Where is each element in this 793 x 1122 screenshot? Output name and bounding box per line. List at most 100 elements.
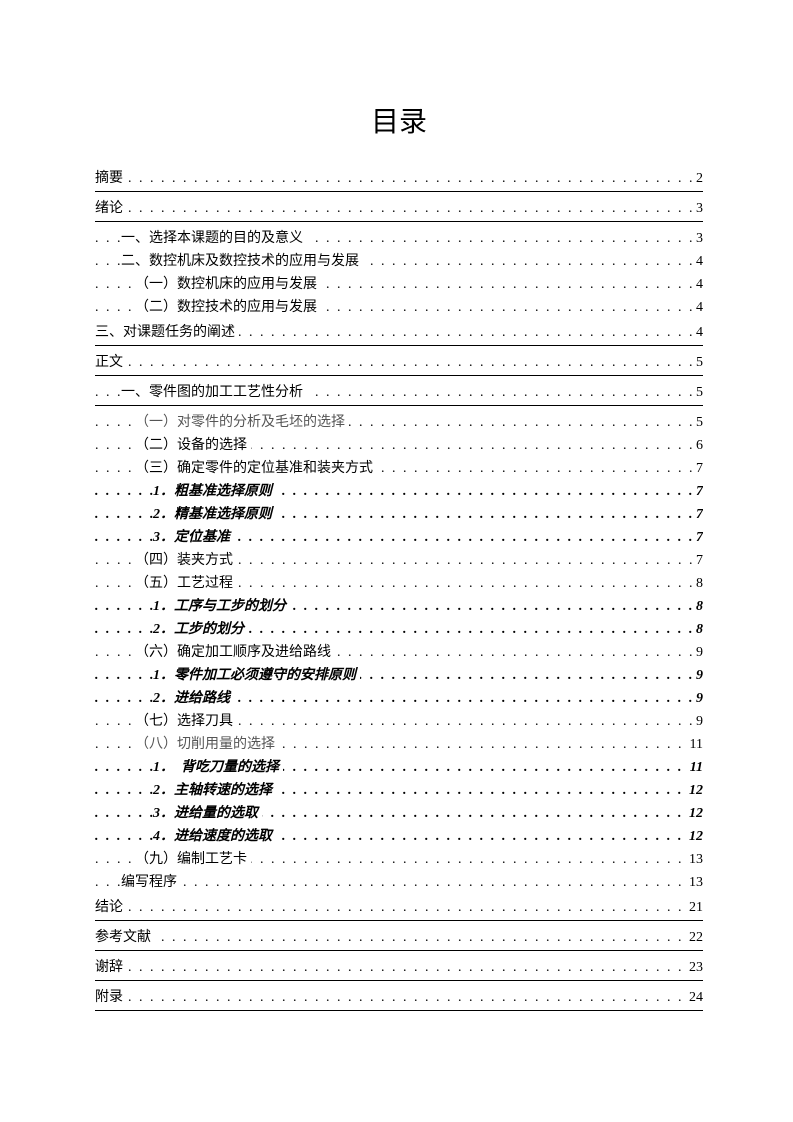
toc-entry: . . . . . . . . . . . . . . . . . . . . … xyxy=(95,642,703,663)
toc-page-number: 7 xyxy=(692,550,703,571)
toc-entry: . . . . . . . . . . . . . . . . . . . . … xyxy=(95,322,703,346)
toc-label: 2．进给路线 xyxy=(153,691,234,706)
toc-label: （一）数控机床的应用与发展 xyxy=(135,277,321,292)
toc-page-number: 12 xyxy=(685,826,703,847)
toc-entry: . . . . . . . . . . . . . . . . . . . . … xyxy=(95,481,703,502)
toc-label: （四）装夹方式 xyxy=(135,553,237,568)
toc-entry: . . . . . . . . . . . . . . . . . . . . … xyxy=(95,297,703,318)
toc-page-number: 9 xyxy=(692,642,703,663)
toc-entry: . . . . . . . . . . . . . . . . . . . . … xyxy=(95,504,703,525)
toc-entry: . . . . . . . . . . . . . . . . . . . . … xyxy=(95,803,703,824)
toc-page-number: 9 xyxy=(692,688,703,709)
toc-page-number: 23 xyxy=(685,957,703,978)
toc-page-number: 7 xyxy=(692,481,703,502)
toc-page-number: 9 xyxy=(692,665,703,686)
toc-leader: . . . . . . . . . . . . . . . . . . . . … xyxy=(95,168,703,189)
toc-label: 2．主轴转速的选择 xyxy=(153,783,276,798)
toc-page-number: 2 xyxy=(692,168,703,189)
toc-leader: . . . . . . . . . . . . . . . . . . . . … xyxy=(95,198,703,219)
toc-page-number: 3 xyxy=(692,228,703,249)
toc-page-number: 7 xyxy=(692,527,703,548)
toc-label: 1．工序与工步的划分 xyxy=(153,599,290,614)
toc-entry: . . . . . . . . . . . . . . . . . . . . … xyxy=(95,987,703,1011)
toc-page-number: 7 xyxy=(692,504,703,525)
toc-entry: . . . . . . . . . . . . . . . . . . . . … xyxy=(95,251,703,272)
toc-label: 4．进给速度的选取 xyxy=(153,829,276,844)
toc-entry: . . . . . . . . . . . . . . . . . . . . … xyxy=(95,458,703,479)
toc-label: （六）确定加工顺序及进给路线 xyxy=(135,645,335,660)
toc-entry: . . . . . . . . . . . . . . . . . . . . … xyxy=(95,957,703,981)
toc-label: 参考文献 xyxy=(95,930,155,945)
toc-label: 3．进给量的选取 xyxy=(153,806,262,821)
toc-page-number: 4 xyxy=(692,297,703,318)
toc-label: 3．定位基准 xyxy=(153,530,234,545)
toc-entry: . . . . . . . . . . . . . . . . . . . . … xyxy=(95,757,703,778)
toc-entry: . . . . . . . . . . . . . . . . . . . . … xyxy=(95,382,703,406)
toc-entry: . . . . . . . . . . . . . . . . . . . . … xyxy=(95,550,703,571)
toc-page-number: 3 xyxy=(692,198,703,219)
toc-entry: . . . . . . . . . . . . . . . . . . . . … xyxy=(95,927,703,951)
toc-entry: . . . . . . . . . . . . . . . . . . . . … xyxy=(95,897,703,921)
toc-entry: . . . . . . . . . . . . . . . . . . . . … xyxy=(95,352,703,376)
toc-page-number: 9 xyxy=(692,711,703,732)
toc-entry: . . . . . . . . . . . . . . . . . . . . … xyxy=(95,826,703,847)
toc-label: 2．工步的划分 xyxy=(153,622,248,637)
toc-label: （八）切削用量的选择 xyxy=(135,737,279,752)
toc-leader: . . . . . . . . . . . . . . . . . . . . … xyxy=(95,352,703,373)
toc-leader: . . . . . . . . . . . . . . . . . . . . … xyxy=(95,927,703,948)
toc-entry: . . . . . . . . . . . . . . . . . . . . … xyxy=(95,274,703,295)
toc-entry: . . . . . . . . . . . . . . . . . . . . … xyxy=(95,780,703,801)
toc-page-number: 7 xyxy=(692,458,703,479)
toc-page-number: 8 xyxy=(692,619,703,640)
toc-page-number: 4 xyxy=(692,251,703,272)
toc-entry: . . . . . . . . . . . . . . . . . . . . … xyxy=(95,665,703,686)
toc-body: . . . . . . . . . . . . . . . . . . . . … xyxy=(95,168,703,1011)
toc-page-number: 12 xyxy=(685,803,703,824)
toc-entry: . . . . . . . . . . . . . . . . . . . . … xyxy=(95,412,703,433)
toc-label: 一、零件图的加工工艺性分析 xyxy=(121,385,307,400)
toc-page-number: 6 xyxy=(692,435,703,456)
toc-label: 绪论 xyxy=(95,201,127,216)
toc-label: 谢辞 xyxy=(95,960,127,975)
toc-page-number: 11 xyxy=(686,757,703,778)
toc-label: 附录 xyxy=(95,990,127,1005)
toc-label: 2．精基准选择原则 xyxy=(153,507,276,522)
toc-label: （七）选择刀具 xyxy=(135,714,237,729)
toc-entry: . . . . . . . . . . . . . . . . . . . . … xyxy=(95,168,703,192)
toc-entry: . . . . . . . . . . . . . . . . . . . . … xyxy=(95,527,703,548)
toc-label: 正文 xyxy=(95,355,127,370)
toc-leader: . . . . . . . . . . . . . . . . . . . . … xyxy=(95,897,703,918)
toc-label: 1． 背吃刀量的选择 xyxy=(153,760,283,775)
toc-entry: . . . . . . . . . . . . . . . . . . . . … xyxy=(95,619,703,640)
toc-label: （三）确定零件的定位基准和装夹方式 xyxy=(135,461,377,476)
toc-page-number: 4 xyxy=(692,274,703,295)
toc-label: （九）编制工艺卡 xyxy=(135,852,251,867)
toc-page-number: 4 xyxy=(692,322,703,343)
toc-label: （一）对零件的分析及毛坯的选择 xyxy=(135,415,349,430)
toc-page-number: 11 xyxy=(686,734,703,755)
toc-entry: . . . . . . . . . . . . . . . . . . . . … xyxy=(95,688,703,709)
toc-entry: . . . . . . . . . . . . . . . . . . . . … xyxy=(95,596,703,617)
toc-leader: . . . . . . . . . . . . . . . . . . . . … xyxy=(95,987,703,1008)
toc-label: 编写程序 xyxy=(121,875,181,890)
toc-page-number: 13 xyxy=(685,849,703,870)
toc-label: （二）设备的选择 xyxy=(135,438,251,453)
toc-page-number: 5 xyxy=(692,382,703,403)
toc-page-number: 12 xyxy=(685,780,703,801)
toc-label: 1．零件加工必须遵守的安排原则 xyxy=(153,668,360,683)
toc-entry: . . . . . . . . . . . . . . . . . . . . … xyxy=(95,872,703,893)
toc-entry: . . . . . . . . . . . . . . . . . . . . … xyxy=(95,228,703,249)
toc-label: 1．粗基准选择原则 xyxy=(153,484,276,499)
toc-entry: . . . . . . . . . . . . . . . . . . . . … xyxy=(95,711,703,732)
toc-label: 一、选择本课题的目的及意义 xyxy=(121,231,307,246)
toc-label: 三、对课题任务的阐述 xyxy=(95,325,239,340)
page-container: 目录 . . . . . . . . . . . . . . . . . . .… xyxy=(0,0,793,1077)
toc-page-number: 24 xyxy=(685,987,703,1008)
toc-entry: . . . . . . . . . . . . . . . . . . . . … xyxy=(95,573,703,594)
toc-page-number: 5 xyxy=(692,412,703,433)
toc-entry: . . . . . . . . . . . . . . . . . . . . … xyxy=(95,849,703,870)
toc-label: （二）数控技术的应用与发展 xyxy=(135,300,321,315)
toc-leader: . . . . . . . . . . . . . . . . . . . . … xyxy=(95,872,703,893)
toc-page-number: 5 xyxy=(692,352,703,373)
toc-page-number: 8 xyxy=(692,573,703,594)
